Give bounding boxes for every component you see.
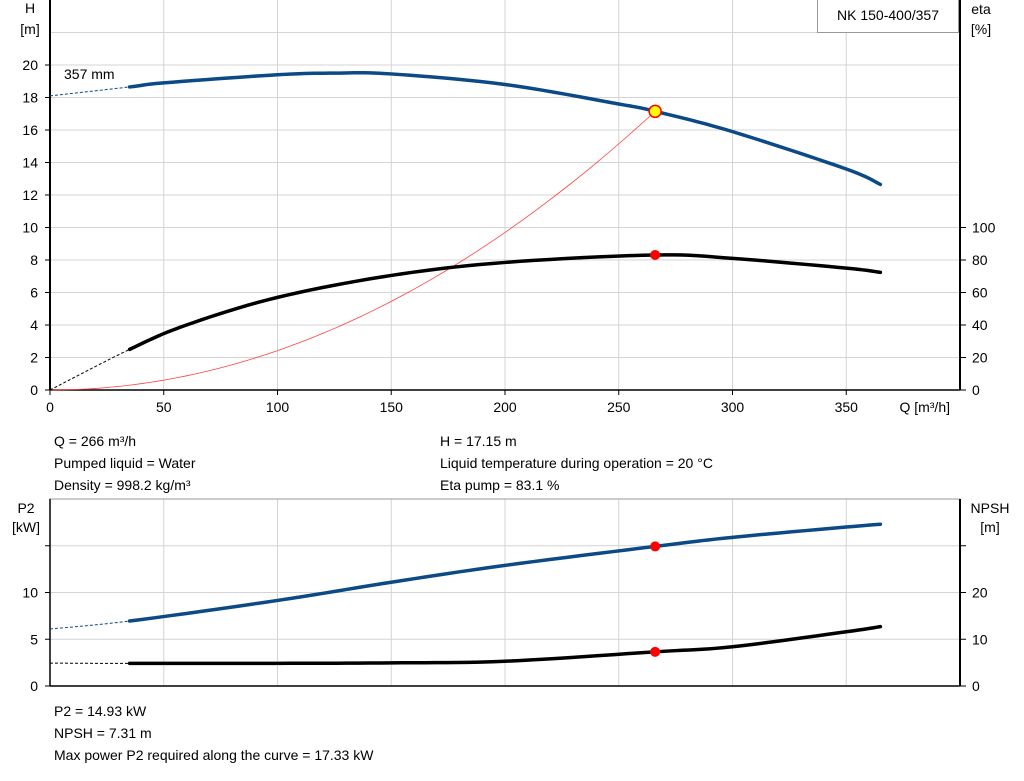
pumped-liquid: Pumped liquid = Water — [54, 455, 196, 471]
h-tick-label: 8 — [30, 252, 38, 268]
h-tick-label: 18 — [22, 90, 38, 106]
max-p2-value: Max power P2 required along the curve = … — [54, 747, 374, 763]
h-tick-label: 6 — [30, 285, 38, 301]
x-tick-label: 0 — [46, 399, 54, 415]
p2-value: P2 = 14.93 kW — [54, 703, 147, 719]
pump-model-label: NK 150-400/357 — [817, 0, 959, 33]
top-grid — [50, 0, 961, 390]
eta-axis-label: eta — [971, 1, 991, 17]
npsh-axis-unit: [m] — [980, 519, 999, 535]
eta-tick-label: 80 — [972, 252, 988, 268]
info-bottom: P2 = 14.93 kW NPSH = 7.31 m Max power P2… — [54, 700, 373, 766]
p2-curve — [127, 522, 883, 623]
head-curve — [127, 71, 883, 187]
h-tick-label: 4 — [30, 317, 38, 333]
h-tick-label: 14 — [22, 155, 38, 171]
x-tick-label: 100 — [266, 399, 290, 415]
x-tick-label: 150 — [380, 399, 404, 415]
x-tick-label: 350 — [835, 399, 859, 415]
x-tick-label: 200 — [493, 399, 517, 415]
efficiency-duty-point — [650, 249, 661, 260]
bottom-grid — [49, 498, 961, 687]
x-tick-label: 50 — [156, 399, 172, 415]
flow-value: Q = 266 m³/h — [54, 433, 137, 449]
eta-axis-unit: [%] — [971, 21, 991, 37]
curves — [49, 71, 883, 666]
h-tick-label: 16 — [22, 122, 38, 138]
npsh-value: NPSH = 7.31 m — [54, 725, 152, 741]
eta-tick-label: 100 — [972, 220, 996, 236]
npsh-duty-point — [650, 646, 661, 657]
head-duty-point — [648, 104, 662, 119]
p2-axis-label: P2 — [17, 500, 34, 516]
system-curve — [49, 111, 656, 391]
efficiency-curve-extrapolated — [49, 348, 130, 391]
npsh-tick-label: 0 — [972, 678, 980, 694]
h-axis-label: H — [25, 0, 35, 16]
h-axis-unit: [m] — [20, 21, 39, 37]
p2-tick-label: 5 — [30, 631, 38, 647]
curve-diameter-label: 357 mm — [64, 66, 115, 82]
npsh-tick-label: 20 — [972, 585, 988, 601]
info-top-right: H = 17.15 m Liquid temperature during op… — [440, 430, 713, 496]
x-tick-label: 300 — [721, 399, 745, 415]
npsh-tick-label: 10 — [972, 631, 988, 647]
p2-duty-point — [650, 541, 661, 552]
eta-tick-label: 40 — [972, 317, 988, 333]
efficiency-curve — [127, 253, 883, 352]
p2-axis-unit: [kW] — [12, 519, 40, 535]
duty-points — [648, 104, 662, 657]
liquid-temperature: Liquid temperature during operation = 20… — [440, 455, 713, 471]
h-tick-label: 0 — [30, 382, 38, 398]
eta-tick-label: 20 — [972, 350, 988, 366]
h-tick-label: 10 — [22, 220, 38, 236]
h-tick-label: 2 — [30, 350, 38, 366]
eta-tick-label: 0 — [972, 382, 980, 398]
npsh-axis-label: NPSH — [971, 500, 1010, 516]
q-axis-label: Q [m³/h] — [899, 399, 950, 415]
h-tick-label: 12 — [22, 187, 38, 203]
tick-labels: 0 50 100 150 200 250 300 3500246810121416182002… — [22, 57, 995, 694]
p2-tick-label: 10 — [22, 585, 38, 601]
head-value: H = 17.15 m — [440, 433, 517, 449]
npsh-curve — [127, 624, 883, 666]
head-curve-extrapolated — [49, 86, 130, 97]
h-tick-label: 20 — [22, 57, 38, 73]
density-value: Density = 998.2 kg/m³ — [54, 477, 191, 493]
p2-tick-label: 0 — [30, 678, 38, 694]
eta-value: Eta pump = 83.1 % — [440, 477, 560, 493]
eta-tick-label: 60 — [972, 285, 988, 301]
p2-curve-extrapolated — [49, 620, 130, 630]
info-top-left: Q = 266 m³/h Pumped liquid = Water Densi… — [54, 430, 196, 496]
x-tick-label: 250 — [607, 399, 631, 415]
